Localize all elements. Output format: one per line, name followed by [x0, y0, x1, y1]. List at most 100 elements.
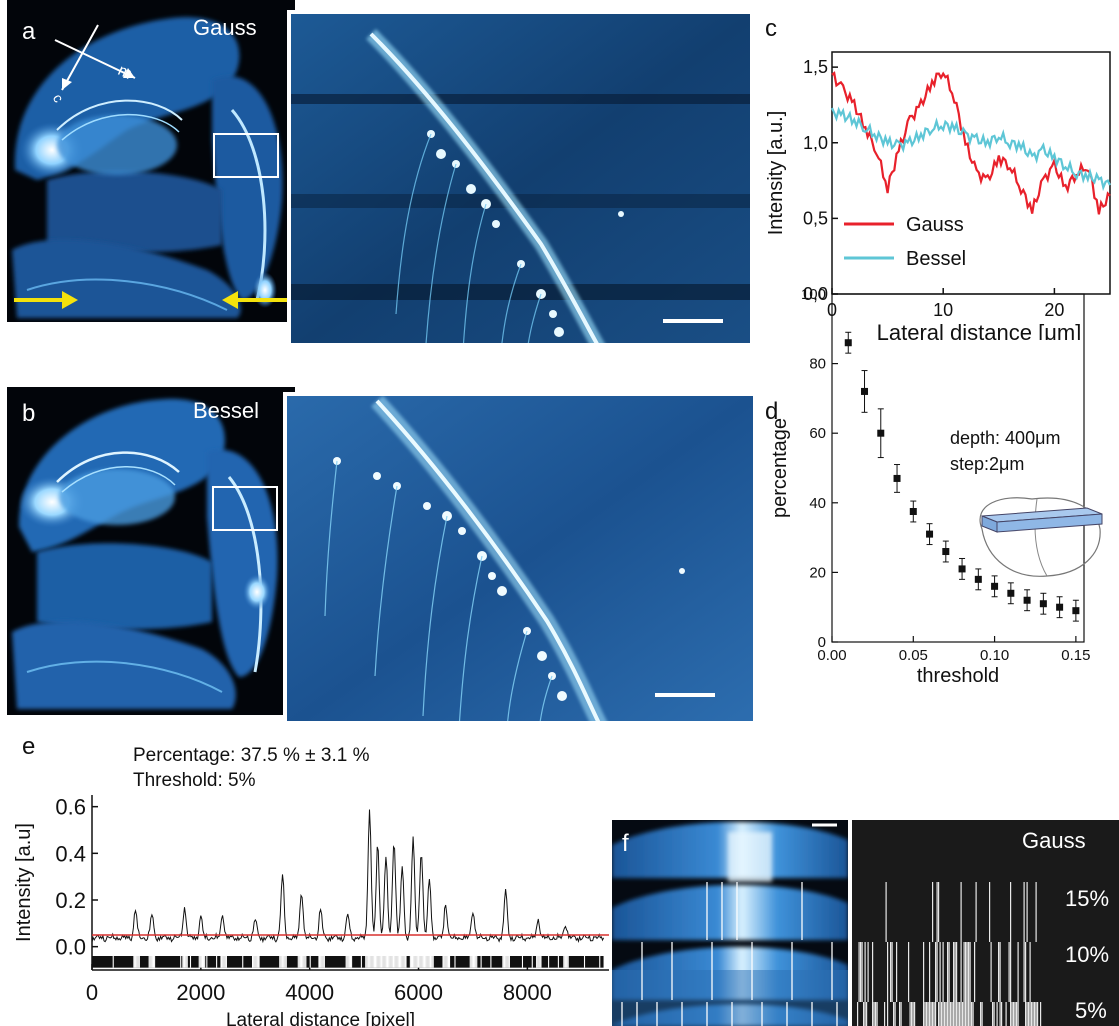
barcode-line: [929, 1002, 931, 1026]
barcode-gap: [378, 956, 380, 968]
barcode-line: [965, 942, 967, 1002]
barcode-gap: [402, 956, 404, 968]
barcode-gap: [186, 956, 188, 968]
y-axis-label: percentage: [769, 418, 791, 518]
x-tick-label: 0.10: [980, 647, 1009, 664]
barcode-gap: [255, 956, 257, 968]
barcode-gap: [221, 956, 223, 968]
barcode-line: [887, 942, 889, 1002]
barcode-line: [942, 942, 944, 1002]
zoom-roi-box-a: [213, 133, 279, 178]
panel-b-label: b: [22, 400, 36, 427]
x-axis-label: Lateral distance [μm]: [877, 320, 1082, 340]
barcode-line: [948, 1002, 950, 1026]
barcode-line: [950, 1002, 952, 1026]
barcode-gap: [180, 956, 182, 968]
barcode-gap: [137, 956, 139, 968]
barcode-gap: [381, 956, 383, 968]
barcode-gap: [256, 956, 258, 968]
panel-b-title: Bessel: [193, 398, 260, 423]
barcode-gap: [133, 956, 135, 968]
annotation-step: step:2μm: [950, 454, 1024, 474]
threshold-annotation: Threshold: 5%: [133, 770, 256, 791]
barcode-gap: [347, 956, 349, 968]
barcode-gap: [136, 956, 138, 968]
barcode-gap: [420, 956, 422, 968]
barcode-line: [884, 1002, 886, 1026]
barcode-gap: [112, 956, 114, 968]
barcode-gap: [446, 956, 448, 968]
barcode-gap: [372, 956, 374, 968]
barcode-gap: [443, 956, 445, 968]
y-tick-label: 0.2: [55, 888, 86, 913]
x-tick-label: 2000: [176, 980, 225, 1005]
x-tick-label: 10: [933, 300, 953, 320]
brain-schematic-icon: [979, 497, 1103, 577]
barcode-line: [891, 942, 893, 1002]
barcode-gap: [204, 956, 206, 968]
barcode-gap: [411, 956, 414, 968]
data-point: [942, 548, 950, 556]
barcode-line: [863, 1002, 865, 1026]
barcode-gap: [393, 956, 395, 968]
barcode-line: [1035, 882, 1037, 942]
barcode-line: [909, 1002, 911, 1026]
panel-a-label: a: [22, 18, 36, 45]
barcode-gap: [282, 956, 284, 968]
barcode-gap: [322, 956, 324, 968]
zoom-image-bessel: [283, 392, 753, 725]
y-tick-label: 0: [818, 634, 826, 651]
signal-line: [91, 809, 605, 944]
barcode-line: [996, 1002, 998, 1026]
barcode-line: [992, 1002, 994, 1026]
barcode-gap: [348, 956, 350, 968]
barcode-gap: [377, 956, 379, 968]
chart-d: 0.00 0.05 0.10 0.15 0 20 40 60 80 100 threshold per…: [769, 286, 1103, 687]
barcode-gap: [480, 956, 482, 968]
barcode-line: [911, 1002, 913, 1026]
barcode-gap: [367, 956, 369, 968]
barcode-gap: [373, 956, 375, 968]
data-point: [1007, 589, 1015, 597]
barcode-gap: [220, 956, 222, 968]
barcode-gap: [429, 956, 431, 968]
barcode-gap: [184, 956, 186, 968]
y-tick-label: 60: [809, 425, 826, 442]
zoom-roi-box-b: [212, 486, 278, 531]
barcode-line: [960, 942, 962, 1002]
barcode-gap: [521, 956, 524, 968]
barcode-gap: [507, 956, 509, 968]
level-10-label: 10%: [1065, 942, 1110, 967]
x-tick-label: 4000: [285, 980, 334, 1005]
barcode-line: [963, 1002, 965, 1026]
legend-label-bessel: Bessel: [906, 248, 966, 270]
barcode-gap: [380, 956, 382, 968]
barcode-line: [935, 942, 937, 1002]
barcode-gap: [423, 956, 426, 968]
barcode-line: [857, 1002, 859, 1026]
barcode-line: [969, 942, 971, 1002]
y-tick-label: 20: [809, 564, 826, 581]
barcode-line: [923, 942, 925, 1002]
barcode-line: [908, 942, 910, 1002]
barcode-line: [954, 1002, 956, 1026]
barcode-line: [893, 1002, 895, 1026]
data-point: [926, 530, 934, 538]
data-point: [877, 429, 885, 437]
data-point: [1056, 603, 1064, 611]
barcode-line: [962, 1002, 964, 1026]
barcode-gap: [183, 956, 185, 968]
barcode-gap: [539, 956, 541, 968]
barcode-line: [1028, 1002, 1030, 1026]
barcode-line: [1040, 1002, 1042, 1026]
level-15-label: 15%: [1065, 886, 1110, 911]
barcode-line: [932, 1002, 934, 1026]
barcode-gap: [150, 956, 152, 968]
orientation-arrows: [54, 24, 136, 91]
barcode-line: [1005, 1002, 1007, 1026]
barcode-gap: [431, 956, 433, 968]
barcode-line: [1010, 942, 1012, 1002]
yellow-arrows: [14, 291, 288, 309]
barcode-gap: [134, 956, 136, 968]
barcode-line: [929, 942, 931, 1002]
